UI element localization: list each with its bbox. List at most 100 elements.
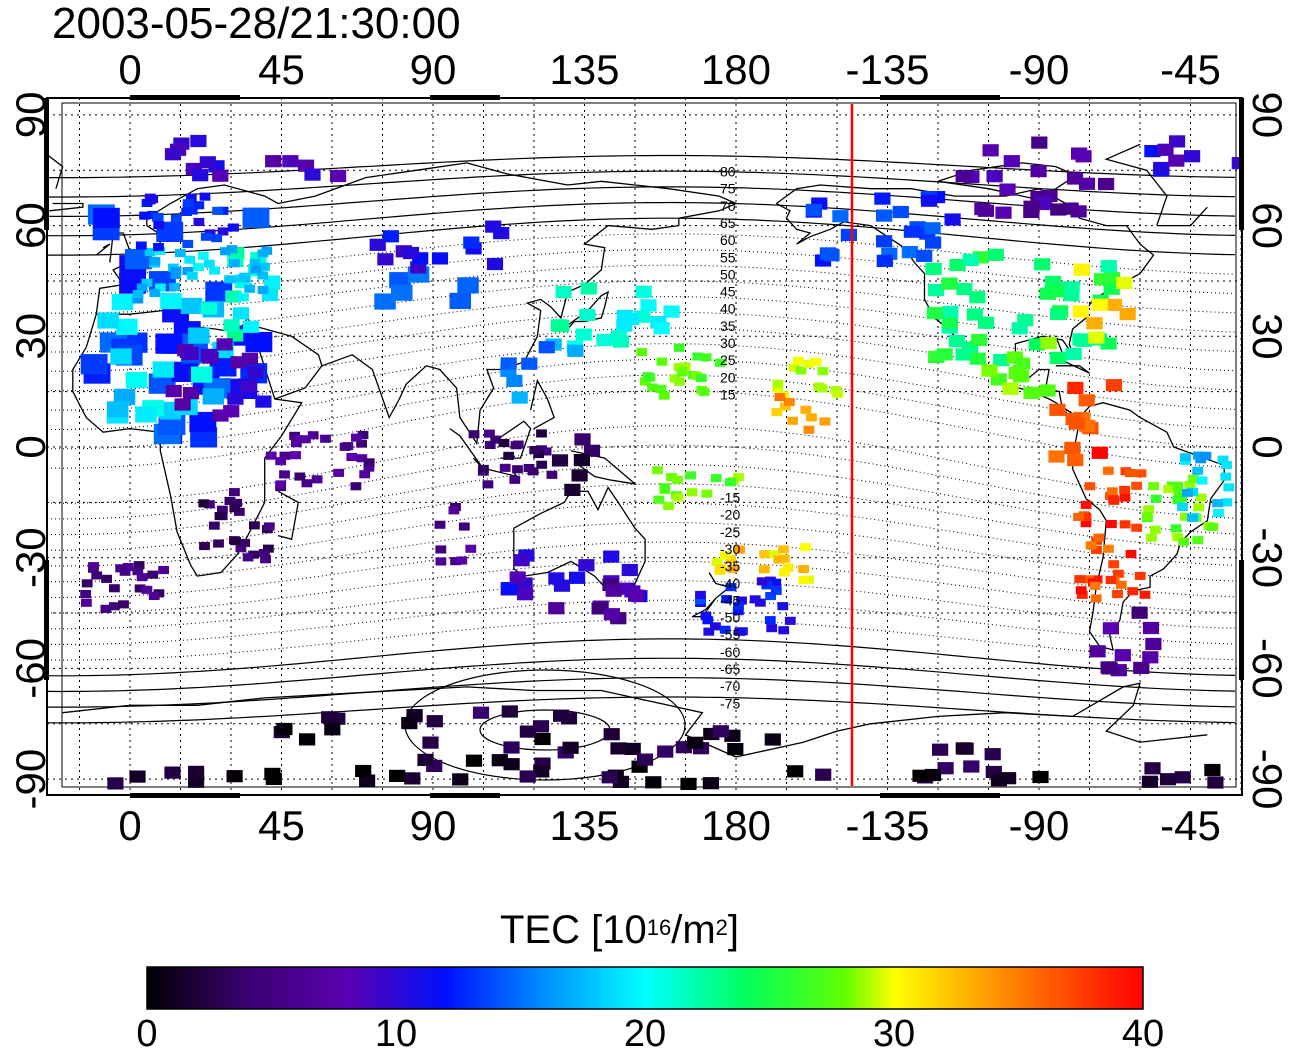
contour-label: -25	[720, 524, 740, 540]
tec-cell	[1148, 482, 1159, 491]
tec-cell	[1102, 466, 1114, 475]
tec-cell	[214, 512, 226, 521]
tec-cell	[749, 595, 761, 604]
tec-cell	[118, 600, 129, 609]
tec-cell	[610, 742, 627, 755]
tec-cell	[224, 496, 236, 505]
top-lon-label: 90	[410, 46, 457, 93]
tec-cell	[787, 416, 799, 425]
tec-cell	[240, 380, 257, 393]
tec-cell	[1030, 165, 1047, 178]
tec-cell	[363, 463, 375, 472]
tec-cell	[1204, 763, 1221, 777]
tec-cell	[583, 444, 601, 457]
tec-cell	[1220, 472, 1232, 481]
tec-cell	[186, 206, 198, 215]
tec-cell	[512, 465, 523, 474]
tec-cell	[1142, 512, 1153, 521]
bottom-lon-label: -135	[845, 802, 929, 849]
tec-cell	[239, 272, 251, 281]
tec-cell	[158, 566, 169, 575]
tec-cell	[265, 155, 282, 168]
tec-cell	[369, 238, 386, 251]
tec-cell	[603, 608, 620, 621]
tec-cell	[999, 183, 1016, 196]
tec-cell	[955, 348, 972, 361]
tec-cell	[523, 464, 535, 473]
tec-cell	[463, 236, 480, 249]
tec-cell	[174, 398, 191, 411]
tec-cell	[652, 466, 663, 475]
tec-cell	[733, 601, 744, 610]
tec-cell	[265, 772, 282, 785]
frame-tick	[130, 95, 240, 100]
tec-cell	[932, 743, 949, 756]
tec-cell	[1089, 645, 1106, 658]
tec-cell	[1073, 263, 1090, 276]
tec-cell	[97, 312, 119, 329]
tec-cell	[1144, 762, 1161, 775]
tec-cell	[578, 559, 595, 572]
tec-cell	[136, 573, 148, 582]
tec-cell	[777, 602, 789, 611]
tec-cell	[571, 469, 588, 482]
tec-cell	[111, 294, 134, 311]
colorbar-title-unit: /m	[671, 908, 716, 952]
tec-cell	[1049, 403, 1066, 416]
tec-cell	[666, 473, 677, 482]
contour-label: 40	[720, 301, 736, 317]
top-lon-label: 0	[118, 46, 141, 93]
tec-cell	[257, 249, 269, 258]
tec-cell	[1080, 513, 1092, 522]
tec-cell	[756, 577, 768, 586]
right-lat-label: 60	[1244, 202, 1291, 249]
tec-cell	[426, 715, 443, 728]
contour-label: 45	[720, 284, 736, 300]
tec-cell	[257, 286, 269, 295]
tec-cell	[798, 564, 809, 573]
tec-cell	[1105, 379, 1122, 392]
tec-cell	[644, 373, 656, 382]
colorbar-tick-label: 0	[136, 1013, 158, 1055]
tec-cell	[1085, 541, 1097, 550]
contour-label: 30	[720, 335, 736, 351]
contour-label: -60	[720, 644, 740, 660]
tec-cell	[1115, 580, 1127, 589]
tec-cell	[1188, 474, 1199, 483]
tec-cell	[1105, 575, 1117, 584]
magnetic-contour	[47, 580, 1236, 630]
tec-cell	[936, 348, 953, 361]
tec-cell	[955, 169, 972, 183]
tec-cell	[1100, 337, 1117, 350]
tec-cell	[1135, 469, 1147, 478]
tec-cell	[725, 583, 737, 592]
tec-cell	[901, 246, 918, 259]
tec-cell	[680, 777, 697, 790]
magnetic-contour	[47, 425, 1236, 504]
tec-cell	[1170, 524, 1182, 533]
tec-cell	[513, 554, 530, 567]
coastline	[277, 490, 300, 541]
tec-cell	[1103, 282, 1120, 295]
tec-cell	[687, 736, 704, 749]
tec-cell	[1101, 662, 1118, 675]
tec-cell	[333, 468, 344, 477]
tec-cell	[969, 352, 986, 365]
tec-cell	[1184, 480, 1196, 489]
tec-cell	[564, 483, 581, 496]
tec-cell	[92, 207, 120, 229]
tec-cell	[511, 391, 528, 404]
tec-cell	[226, 770, 243, 783]
tec-cell	[311, 475, 323, 484]
tec-cell	[1119, 493, 1131, 502]
tec-cell	[640, 299, 657, 312]
tec-cell	[1105, 298, 1122, 311]
colorbar-tick-label: 40	[1121, 1013, 1165, 1055]
tec-cell	[220, 247, 231, 256]
tec-cell	[727, 564, 739, 573]
contour-label: -50	[720, 610, 740, 626]
tec-cell	[357, 430, 369, 439]
tec-cell	[1011, 322, 1028, 335]
tec-cell	[1065, 347, 1082, 361]
tec-cell	[764, 733, 781, 746]
